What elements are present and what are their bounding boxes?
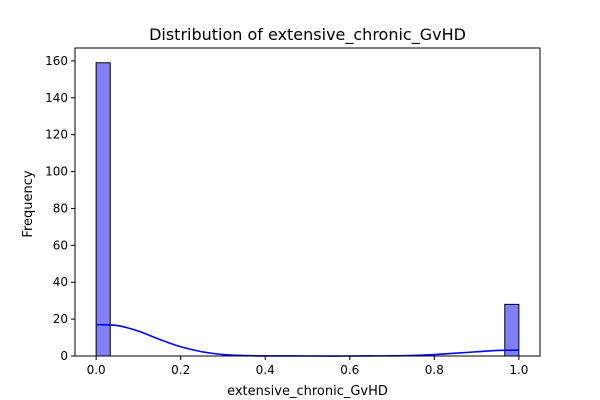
y-tick-label: 120 [45, 128, 68, 142]
x-tick-label: 0.6 [340, 363, 359, 377]
x-ticks: 0.0 0.2 0.4 0.6 0.8 1.0 [87, 356, 528, 377]
y-tick-label: 60 [53, 238, 68, 252]
x-tick-label: 0.4 [256, 363, 275, 377]
x-axis-label: extensive_chronic_GvHD [227, 384, 388, 399]
kde-layer [96, 323, 519, 357]
plot-frame [74, 47, 541, 357]
bars-layer [95, 62, 520, 357]
y-tick-label: 140 [45, 91, 68, 105]
y-ticks: 0 20 40 60 80 100 120 140 160 [45, 54, 75, 363]
chart-title: Distribution of extensive_chronic_GvHD [149, 25, 466, 45]
y-tick-label: 100 [45, 165, 68, 179]
y-tick-label: 80 [53, 201, 68, 215]
y-tick-label: 160 [45, 54, 68, 68]
kde-line [96, 323, 519, 357]
x-tick-label: 0.0 [87, 363, 106, 377]
x-tick-label: 1.0 [509, 363, 528, 377]
y-axis-label: Frequency [21, 170, 36, 237]
histogram-bar [95, 62, 111, 357]
y-tick-label: 40 [53, 275, 68, 289]
y-tick-label: 0 [60, 349, 68, 363]
histogram-bar [504, 303, 520, 357]
y-tick-label: 20 [53, 312, 68, 326]
x-tick-label: 0.2 [171, 363, 190, 377]
x-tick-label: 0.8 [425, 363, 444, 377]
